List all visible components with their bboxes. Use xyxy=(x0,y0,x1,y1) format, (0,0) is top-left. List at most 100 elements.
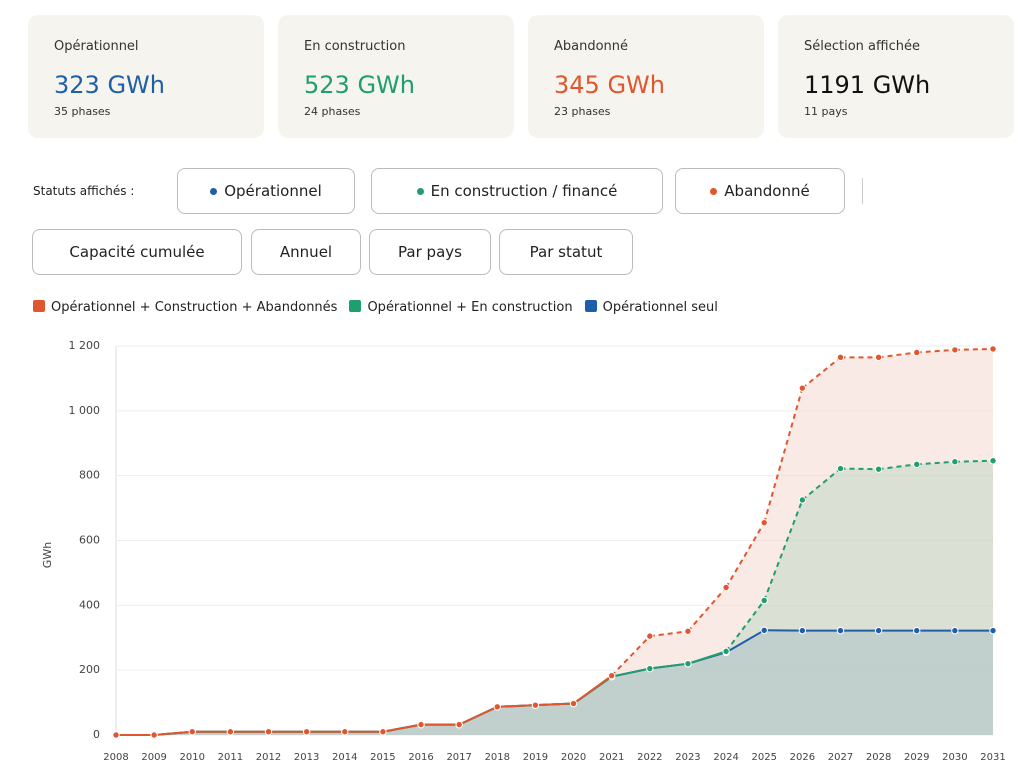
line-segment xyxy=(878,351,917,359)
card-value: 523 GWh xyxy=(304,71,415,99)
x-tick-label: 2008 xyxy=(103,752,128,763)
legend-swatch xyxy=(33,300,45,312)
card-sub: 11 pays xyxy=(804,105,848,118)
line-segment xyxy=(611,667,651,678)
legend-entry: Opérationnel seul xyxy=(584,300,718,315)
area xyxy=(116,630,993,735)
line-segment xyxy=(916,460,955,466)
x-tick-label: 2019 xyxy=(523,752,548,763)
x-tick-label: 2022 xyxy=(637,752,662,763)
point xyxy=(760,518,768,527)
card-value: 1191 GWh xyxy=(804,71,931,99)
legend-swatch xyxy=(349,300,362,312)
point xyxy=(684,659,692,668)
line-segment xyxy=(458,705,498,726)
status-text: En construction / financé xyxy=(430,182,618,200)
view-button[interactable]: Par statut xyxy=(499,229,633,275)
status-dot xyxy=(710,187,718,195)
point xyxy=(913,348,921,357)
line-segment xyxy=(725,522,766,589)
legend-text: Opérationnel + Construction + Abandonnés xyxy=(51,300,338,315)
y-axis-label: GWh xyxy=(41,542,54,568)
x-tick-label: 2013 xyxy=(294,752,319,763)
card-sub: 35 phases xyxy=(54,105,111,118)
y-tick-label: 600 xyxy=(79,534,100,547)
x-tick-label: 2023 xyxy=(675,752,700,763)
view-button[interactable]: Annuel xyxy=(251,229,361,275)
view-button[interactable]: Capacité cumulée xyxy=(32,229,242,275)
card-label: Abandonné xyxy=(554,39,629,54)
line-segment xyxy=(610,635,651,677)
point xyxy=(150,731,158,739)
status-button[interactable]: En construction / financé xyxy=(371,168,663,214)
point xyxy=(264,728,273,736)
point xyxy=(417,720,425,729)
point xyxy=(455,720,463,729)
point xyxy=(836,626,845,635)
point xyxy=(302,728,311,736)
status-button[interactable]: Opérationnel xyxy=(177,168,355,214)
point xyxy=(607,671,616,680)
point xyxy=(226,728,235,736)
line-segment xyxy=(154,730,193,736)
point xyxy=(341,728,349,736)
point xyxy=(989,457,997,465)
legend-text: Opérationnel + En construction xyxy=(367,300,573,315)
point xyxy=(951,346,959,354)
view-button[interactable]: Par pays xyxy=(369,229,491,275)
x-tick-label: 2020 xyxy=(561,752,586,763)
y-tick-label: 800 xyxy=(79,469,100,482)
point xyxy=(798,384,807,392)
x-tick-label: 2030 xyxy=(942,752,967,763)
point xyxy=(798,496,807,504)
point xyxy=(646,664,654,673)
status-text: Opérationnel xyxy=(224,182,322,200)
legend: Opérationnel + Construction + Abandonnés… xyxy=(33,300,718,315)
line-segment xyxy=(954,347,994,351)
line-segment xyxy=(840,467,879,471)
line-segment xyxy=(916,348,955,354)
line-segment xyxy=(649,630,689,638)
line-segment xyxy=(649,662,689,670)
x-tick-label: 2015 xyxy=(370,752,395,763)
x-tick-label: 2027 xyxy=(828,752,853,763)
line-segment xyxy=(687,586,727,632)
point xyxy=(112,731,120,739)
point xyxy=(684,627,692,635)
card-value: 345 GWh xyxy=(554,71,665,99)
status-dot xyxy=(210,187,218,195)
stat-card: Opérationnel 323 GWh 35 phases xyxy=(28,15,264,138)
point xyxy=(951,626,959,635)
point xyxy=(874,353,883,362)
x-tick-label: 2031 xyxy=(980,752,1005,763)
line-segment xyxy=(954,459,994,463)
card-label: Opérationnel xyxy=(54,39,139,54)
x-tick-label: 2025 xyxy=(751,752,776,763)
status-button[interactable]: Abandonné xyxy=(675,168,845,214)
point xyxy=(951,458,959,466)
y-tick-label: 1 200 xyxy=(69,339,101,352)
x-tick-label: 2011 xyxy=(218,752,243,763)
point xyxy=(798,626,807,635)
card-label: En construction xyxy=(304,39,406,54)
point xyxy=(646,632,654,640)
x-tick-label: 2026 xyxy=(790,752,815,763)
point xyxy=(874,465,883,473)
stat-card: Sélection affichée 1191 GWh 11 pays xyxy=(778,15,1014,138)
point xyxy=(989,345,997,353)
x-tick-label: 2021 xyxy=(599,752,624,763)
stat-card: Abandonné 345 GWh 23 phases xyxy=(528,15,764,138)
x-tick-label: 2018 xyxy=(485,752,510,763)
line-segment xyxy=(382,723,422,733)
card-label: Sélection affichée xyxy=(804,39,920,54)
legend-text: Opérationnel seul xyxy=(602,300,718,315)
x-tick-label: 2029 xyxy=(904,752,929,763)
line-segment xyxy=(725,629,765,654)
point xyxy=(379,728,387,736)
point xyxy=(913,460,921,469)
point xyxy=(760,596,768,605)
line-segment xyxy=(497,704,536,708)
x-tick-label: 2016 xyxy=(408,752,433,763)
status-text: Abandonné xyxy=(724,182,810,200)
